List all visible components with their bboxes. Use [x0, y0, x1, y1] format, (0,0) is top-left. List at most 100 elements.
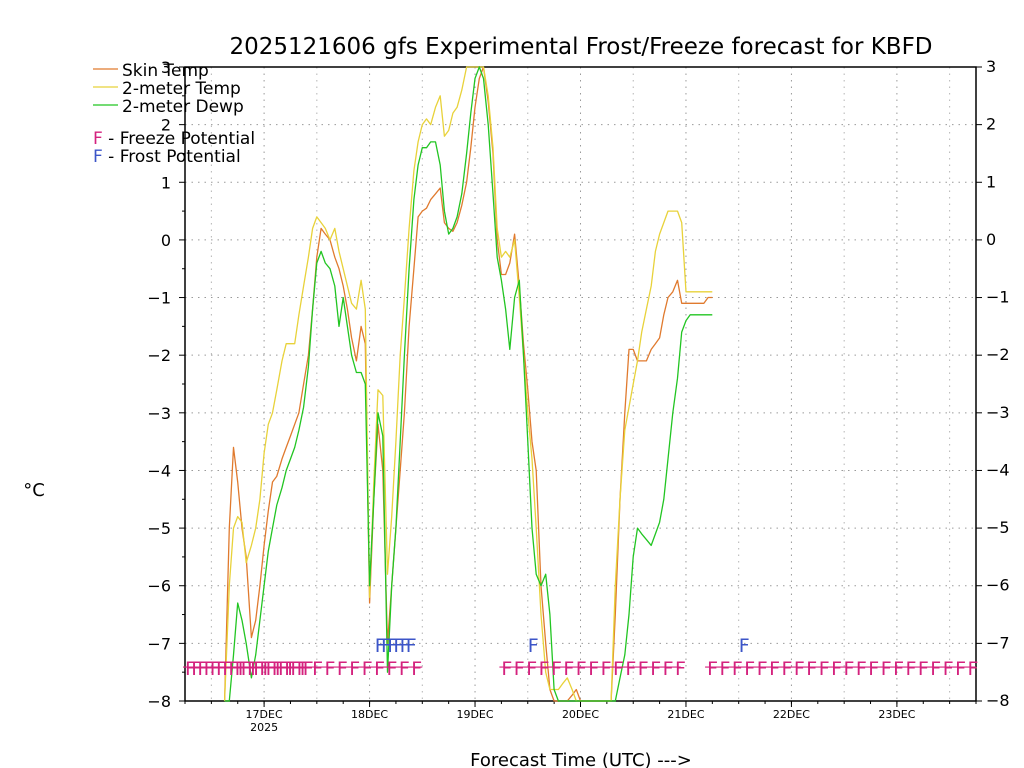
freeze-marker: F: [757, 658, 768, 680]
y-tick-label-right: −2: [986, 345, 1010, 364]
y-tick-label-right: −7: [986, 633, 1010, 652]
freeze-marker: F: [551, 658, 562, 680]
y-tick-label-left: 1: [161, 173, 171, 192]
x-tick-label: 21DEC: [667, 708, 704, 721]
freeze-marker: F: [222, 658, 233, 680]
freeze-marker: F: [349, 658, 360, 680]
freeze-marker: F: [588, 658, 599, 680]
x-tick-label: 22DEC: [773, 708, 810, 721]
freeze-marker: F: [266, 658, 277, 680]
freeze-marker: F: [663, 658, 674, 680]
y-tick-label-left: 3: [161, 58, 171, 77]
y-tick-label-right: −3: [986, 403, 1010, 422]
freeze-marker: F: [576, 658, 587, 680]
y-tick-label-right: −6: [986, 576, 1010, 595]
freeze-marker: F: [819, 658, 830, 680]
freeze-marker: F: [930, 658, 941, 680]
freeze-marker: F: [968, 658, 979, 680]
y-tick-label-right: −5: [986, 518, 1010, 537]
freeze-marker: F: [325, 658, 336, 680]
freeze-marker: F: [918, 658, 929, 680]
marker-legend-entry: F - Frost Potential: [93, 147, 241, 167]
series-lines: [223, 66, 713, 702]
freeze-marker: F: [272, 658, 283, 680]
marker-legend-letter: F: [93, 147, 103, 167]
y-tick-label-right: 3: [986, 57, 996, 76]
freeze-marker: F: [216, 658, 227, 680]
series-line-skin-temp: [223, 66, 713, 702]
freeze-marker: F: [675, 658, 686, 680]
freeze-marker: F: [563, 658, 574, 680]
frost-marker: F: [381, 635, 392, 657]
freeze-marker: F: [399, 658, 410, 680]
marker-legend-letter: F: [93, 129, 103, 149]
y-tick-label-left: 0: [161, 231, 171, 250]
freeze-marker: F: [856, 658, 867, 680]
y-tick-label-left: −2: [147, 346, 171, 365]
y-tick-label-left: −3: [147, 404, 171, 423]
x-tick-label: 18DEC: [351, 708, 388, 721]
freeze-marker: F: [337, 658, 348, 680]
freeze-marker: F: [275, 658, 286, 680]
x-tick-label: 23DEC: [878, 708, 915, 721]
freeze-marker: F: [263, 658, 274, 680]
freeze-marker: F: [303, 658, 314, 680]
y-axis-label: °C: [23, 480, 45, 501]
freeze-marker: F: [613, 658, 624, 680]
y-tick-label-left: −5: [147, 519, 171, 538]
y-tick-label-left: −8: [147, 692, 171, 711]
y-tick-label-left: −7: [147, 634, 171, 653]
y-tick-label-right: −4: [986, 460, 1010, 479]
chart-title: 2025121606 gfs Experimental Frost/Freeze…: [229, 34, 932, 60]
freeze-marker: F: [881, 658, 892, 680]
freeze-marker: F: [241, 658, 252, 680]
legend-label: Skin Temp: [122, 61, 209, 81]
freeze-marker: F: [806, 658, 817, 680]
freeze-marker: F: [769, 658, 780, 680]
x-axis-label: Forecast Time (UTC) --->: [470, 750, 692, 768]
freeze-marker: F: [210, 658, 221, 680]
freeze-marker: F: [955, 658, 966, 680]
freeze-marker: F: [831, 658, 842, 680]
freeze-marker: F: [312, 658, 323, 680]
freeze-marker: F: [238, 658, 249, 680]
legend-label: 2-meter Dewp: [122, 97, 244, 117]
frost-marker: F: [739, 635, 750, 657]
freeze-marker: F: [844, 658, 855, 680]
axes: −8 −8 −7 −7 −6 −6 −5 −5 −4 −4 −3 −3 −2 −2 −1 −1 0 0 1 1 2 2 3 3…: [147, 57, 1009, 734]
freeze-marker: F: [287, 658, 298, 680]
freeze-marker: F: [247, 658, 258, 680]
freeze-marker: F: [501, 658, 512, 680]
freeze-marker: F: [625, 658, 636, 680]
freeze-marker: F: [539, 658, 550, 680]
legend-label: 2-meter Temp: [122, 79, 241, 99]
freeze-marker: F: [720, 658, 731, 680]
frost-marker: F: [393, 635, 404, 657]
freeze-marker: F: [290, 658, 301, 680]
freeze-marker: F: [197, 658, 208, 680]
y-tick-label-right: 0: [986, 230, 996, 249]
series-line-2-meter-temp: [223, 66, 713, 702]
y-tick-label-right: 1: [986, 172, 996, 191]
freeze-marker: F: [794, 658, 805, 680]
freeze-marker: F: [868, 658, 879, 680]
frost-marker: F: [400, 635, 411, 657]
freeze-marker: F: [411, 658, 422, 680]
freeze-marker: F: [250, 658, 261, 680]
freeze-marker: F: [601, 658, 612, 680]
freeze-marker: F: [362, 658, 373, 680]
x-tick-label: 20DEC: [562, 708, 599, 721]
freeze-marker: F: [191, 658, 202, 680]
y-tick-label-left: −6: [147, 577, 171, 596]
freeze-marker: F: [707, 658, 718, 680]
freeze-marker: F: [732, 658, 743, 680]
freeze-marker: F: [526, 658, 537, 680]
x-tick-label: 17DEC: [246, 708, 283, 721]
freeze-marker: F: [650, 658, 661, 680]
y-tick-label-left: −4: [147, 461, 171, 480]
marker-legend-text: - Freeze Potential: [103, 129, 255, 149]
freeze-marker: F: [253, 658, 264, 680]
